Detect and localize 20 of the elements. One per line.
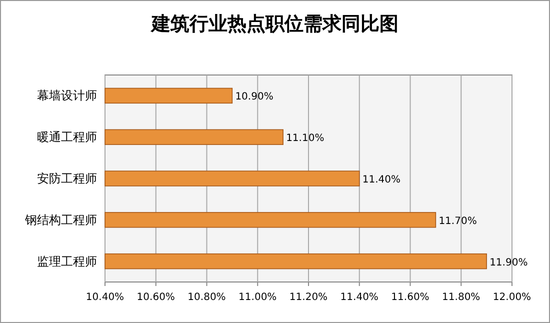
xtick: 11.40% (340, 292, 378, 303)
xtick: 11.20% (289, 292, 328, 303)
value-label: 11.90% (490, 257, 528, 268)
xtick: 11.00% (238, 292, 277, 303)
value-label: 11.10% (286, 133, 324, 144)
xtick: 10.80% (188, 292, 226, 303)
category: 钢结构工程师 (25, 212, 97, 227)
category: 幕墙设计师 (37, 88, 97, 103)
xtick: 11.60% (391, 292, 430, 303)
category: 安防工程师 (37, 172, 97, 186)
category: 监理工程师 (37, 254, 97, 268)
xtick: 10.60% (136, 292, 175, 303)
category: 暖通工程师 (37, 130, 97, 144)
xtick: 11.80% (442, 292, 480, 303)
title: 建筑行业热点职位需求同比图 (152, 13, 398, 35)
value-label: 10.90% (235, 92, 274, 103)
value-label: 11.70% (438, 216, 477, 227)
value-label: 11.40% (362, 174, 401, 186)
xtick: 10.40% (86, 292, 124, 303)
xtick: 12.00% (492, 292, 532, 303)
